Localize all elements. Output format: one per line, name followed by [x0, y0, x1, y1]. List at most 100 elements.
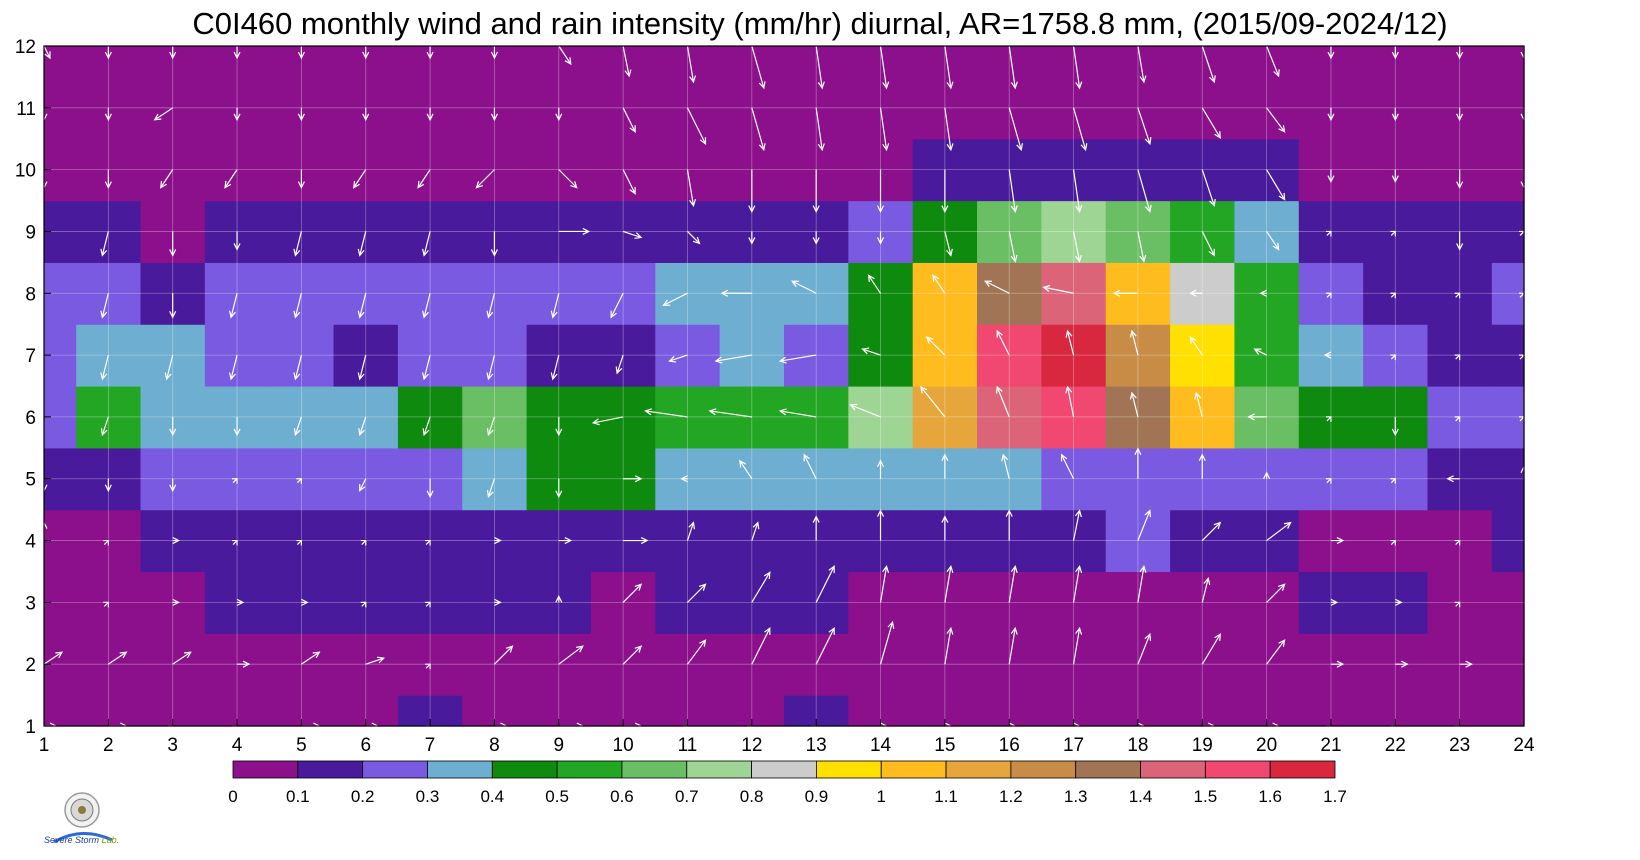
x-tick-label: 11 — [678, 735, 698, 756]
wind-arrow — [623, 537, 649, 545]
wind-arrow — [555, 107, 563, 122]
wind-arrow — [358, 416, 367, 437]
logo-suffix: Lab. — [101, 835, 120, 845]
colorbar-label: 1.4 — [1129, 787, 1153, 806]
wind-arrow — [751, 626, 771, 665]
wind-arrow — [237, 660, 251, 668]
x-tick-label: 2 — [103, 735, 114, 756]
heatmap-cell — [1234, 633, 1300, 696]
colorbar-label: 0.9 — [805, 787, 829, 806]
wind-arrow — [104, 46, 112, 60]
heatmap-cell — [1491, 76, 1525, 140]
wind-arrow — [812, 169, 820, 213]
colorbar-label: 1 — [877, 787, 886, 806]
wind-arrow — [297, 46, 305, 60]
colorbar-swatch — [556, 760, 623, 779]
wind-arrow — [1201, 107, 1221, 139]
wind-arrow — [861, 347, 881, 356]
x-tick-label: 4 — [232, 735, 243, 756]
wind-arrow — [803, 453, 817, 479]
logo-line1: Severe — [44, 835, 73, 845]
wind-arrow — [879, 565, 890, 603]
heatmap-cell — [1105, 324, 1171, 387]
wind-arrow — [1456, 107, 1464, 122]
heatmap-cell — [719, 571, 785, 634]
wind-arrow — [1266, 107, 1286, 133]
wind-arrow — [746, 725, 753, 731]
wind-arrow — [425, 539, 431, 546]
wind-arrow — [682, 725, 689, 731]
x-tick-label: 23 — [1449, 735, 1470, 756]
wind-arrow — [1395, 660, 1409, 668]
heatmap-cell — [655, 447, 721, 511]
wind-arrow — [229, 293, 238, 319]
wind-arrow — [1201, 577, 1211, 603]
heatmap-cell — [1427, 447, 1493, 511]
wind-arrow — [1327, 107, 1335, 122]
colorbar-swatch — [491, 760, 558, 779]
wind-arrow — [1008, 169, 1018, 213]
colorbar-swatch — [621, 760, 688, 779]
x-tick-label: 15 — [934, 735, 955, 756]
logo-line2: Storm — [75, 835, 100, 845]
wind-arrow — [426, 478, 434, 499]
wind-arrow — [1198, 453, 1206, 479]
wind-arrow — [778, 408, 817, 418]
wind-arrow — [1060, 453, 1075, 479]
wind-arrow — [1391, 416, 1399, 437]
x-tick-label: 9 — [553, 735, 564, 756]
heatmap-cell — [1491, 138, 1525, 202]
heatmap-cell — [977, 633, 1042, 696]
wind-arrow — [1201, 521, 1222, 541]
wind-arrow — [1137, 565, 1147, 603]
wind-arrow — [43, 651, 64, 665]
y-tick-label: 3 — [25, 593, 36, 614]
wind-arrow — [714, 354, 752, 364]
heatmap-cell — [719, 509, 785, 573]
heatmap-cell — [912, 262, 978, 325]
colorbar-label: 0.5 — [545, 787, 569, 806]
wind-arrow — [43, 45, 51, 60]
wind-arrow — [1524, 722, 1538, 730]
wind-arrow — [1065, 329, 1075, 356]
y-tick-label: 7 — [25, 346, 36, 367]
wind-arrow — [1391, 107, 1399, 122]
grid-lines — [43, 45, 1525, 727]
wind-arrow — [1201, 45, 1216, 84]
wind-arrow — [422, 416, 431, 437]
wind-arrow — [720, 289, 752, 297]
wind-arrow — [1390, 478, 1396, 484]
colorbar-label: 0.8 — [740, 787, 764, 806]
wind-arrow — [104, 107, 112, 122]
y-tick-label: 6 — [25, 408, 36, 429]
colorbar-swatch — [362, 760, 428, 779]
lab-logo-icon — [53, 792, 113, 844]
x-tick-label: 6 — [360, 735, 371, 756]
wind-arrow — [1456, 46, 1464, 60]
wind-arrow — [996, 385, 1010, 418]
wind-arrow — [1129, 329, 1139, 356]
wind-arrow — [35, 354, 45, 381]
wind-arrow — [172, 537, 181, 545]
colorbar-label: 0.6 — [610, 787, 634, 806]
heatmap-cell — [719, 633, 785, 696]
wind-arrow — [159, 169, 174, 189]
wind-arrow — [35, 293, 45, 319]
wind-arrow — [1454, 539, 1461, 546]
x-tick-label: 18 — [1127, 735, 1148, 756]
wind-arrow — [1454, 416, 1461, 422]
wind-arrow — [686, 169, 697, 207]
wind-arrow — [233, 46, 241, 60]
heatmap-cell — [977, 386, 1042, 449]
wind-arrow — [1188, 289, 1203, 297]
heatmap-cell — [655, 262, 721, 325]
wind-arrow — [944, 565, 954, 603]
x-tick-label: 16 — [999, 735, 1020, 756]
y-tick-label: 12 — [15, 37, 36, 58]
wind-arrow — [301, 651, 321, 665]
wind-arrow — [1072, 626, 1083, 665]
wind-arrow — [876, 509, 885, 541]
wind-arrow — [233, 107, 241, 122]
wind-arrow — [1390, 725, 1396, 731]
